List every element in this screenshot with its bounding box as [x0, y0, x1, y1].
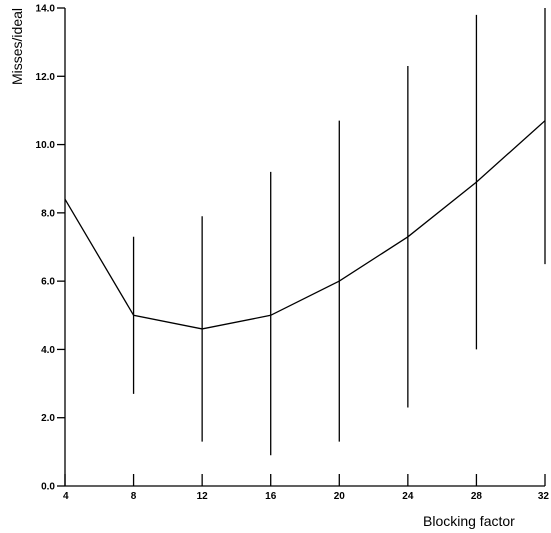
x-tick-label: 28	[471, 491, 483, 502]
y-tick-label: 4.0	[41, 345, 55, 356]
x-axis-title: Blocking factor	[423, 513, 515, 529]
x-tick-label: 12	[197, 491, 209, 502]
y-axis-title: Misses/ideal	[9, 8, 25, 85]
y-tick-label: 10.0	[36, 140, 56, 151]
y-tick-label: 8.0	[41, 208, 55, 219]
x-ticks: 4 8 12 16 20 24 28 32	[63, 474, 549, 502]
series-line	[64, 120, 546, 330]
y-tick-label: 0.0	[41, 482, 55, 493]
x-tick-label: 4	[63, 491, 69, 502]
error-bars	[132, 8, 546, 456]
y-tick-label: 12.0	[36, 72, 56, 83]
x-tick-label: 32	[538, 491, 550, 502]
y-tick-label: 6.0	[41, 277, 55, 288]
y-tick-label: 2.0	[41, 413, 55, 424]
x-tick-label: 24	[402, 491, 414, 502]
x-tick-label: 20	[334, 491, 346, 502]
y-tick-label: 14.0	[36, 4, 56, 15]
x-tick-label: 8	[131, 491, 137, 502]
y-ticks: 0.0 2.0 4.0 6.0 8.0 10.0 12.0 14.0	[36, 4, 65, 493]
x-tick-label: 16	[265, 491, 277, 502]
